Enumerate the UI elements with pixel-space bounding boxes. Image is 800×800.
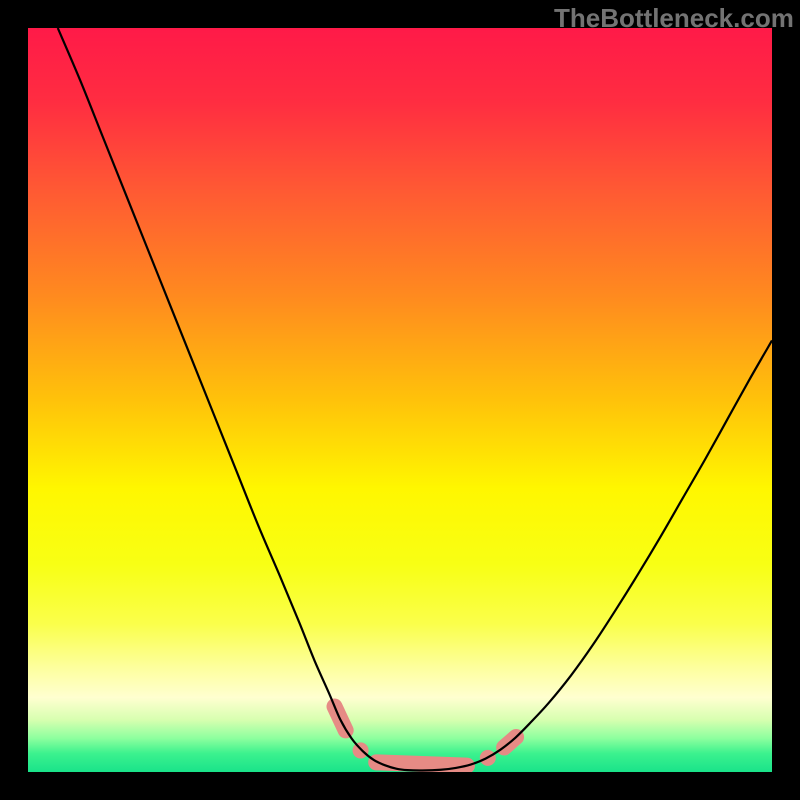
watermark-text: TheBottleneck.com xyxy=(554,3,794,34)
plot-area xyxy=(28,28,772,772)
marker-pill xyxy=(376,762,467,765)
gradient-background xyxy=(28,28,772,772)
chart-svg xyxy=(28,28,772,772)
